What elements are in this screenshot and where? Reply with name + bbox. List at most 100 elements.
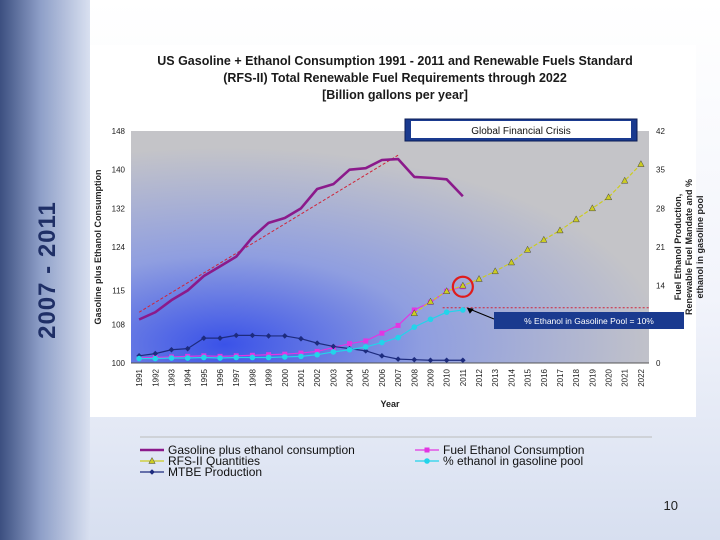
y-tick-left-label: 108 — [112, 320, 126, 329]
x-tick-label: 1995 — [200, 368, 209, 386]
rfs-point — [540, 235, 548, 243]
trend-line — [138, 154, 399, 313]
mtbe-point — [443, 357, 450, 364]
y-tick-right-label: 42 — [656, 127, 665, 136]
x-tick-label: 2014 — [507, 368, 516, 386]
mtbe-point — [281, 333, 288, 339]
chart-title-line2: (RFS-II) Total Renewable Fuel Requiremen… — [223, 71, 567, 85]
x-tick-label: 2019 — [588, 368, 597, 386]
mtbe-point — [411, 356, 418, 363]
x-tick-label: 2011 — [459, 368, 468, 386]
legend-pct-label: % ethanol in gasoline pool — [443, 454, 583, 468]
rfs-point — [588, 204, 596, 212]
rfs-point — [491, 267, 499, 275]
x-tick-label: 2001 — [297, 368, 306, 386]
ethanol-pct-point — [443, 309, 450, 315]
side-band — [0, 0, 90, 540]
x-axis-label: Year — [380, 399, 400, 409]
x-tick-label: 1992 — [151, 368, 160, 386]
x-tick-label: 1999 — [265, 368, 274, 386]
mtbe-point — [217, 335, 223, 341]
slide-number: 10 — [663, 498, 678, 513]
mtbe-point — [298, 335, 304, 342]
x-tick-label: 2008 — [410, 368, 419, 386]
fuel-ethanol-point — [347, 341, 353, 347]
y-tick-left-label: 100 — [112, 359, 126, 368]
mtbe-point — [460, 357, 466, 364]
rfs-point — [523, 245, 532, 253]
ethanol-pct-point — [298, 353, 304, 360]
legend-gasoline-label: Gasoline plus ethanol consumption — [168, 443, 355, 457]
legend-ethanol-marker — [424, 447, 430, 453]
x-tick-label: 1997 — [232, 368, 241, 386]
fuel-ethanol-point — [298, 350, 304, 356]
ethanol-pool-arrow — [468, 308, 495, 320]
mtbe-point — [362, 348, 369, 354]
x-tick-label: 2010 — [443, 368, 452, 386]
ethanol-pct-point — [395, 334, 401, 341]
x-tick-label: 2020 — [605, 368, 614, 386]
x-tick-label: 2018 — [572, 368, 581, 386]
y-axis-label-right-3: ethanol in gasoline pool — [695, 195, 705, 298]
mtbe-point — [395, 356, 401, 362]
mtbe-point — [379, 353, 385, 359]
ethanol-pct-point — [346, 346, 353, 353]
x-tick-label: 2009 — [426, 368, 435, 386]
rfs-point — [475, 275, 483, 282]
rfs-point — [556, 226, 564, 234]
fuel-ethanol-point — [379, 330, 385, 336]
y-tick-left-label: 124 — [112, 243, 126, 252]
x-tick-label: 2022 — [637, 368, 646, 386]
highlight-circle — [451, 275, 474, 298]
mtbe-point — [314, 340, 320, 346]
chart-title-line1: US Gasoline + Ethanol Consumption 1991 -… — [157, 54, 632, 68]
ethanol-pool-label: % Ethanol in Gasoline Pool = 10% — [524, 316, 654, 326]
ethanol-pct-point — [184, 355, 191, 361]
ethanol-pct-point — [330, 349, 337, 355]
ethanol-pct-point — [249, 354, 256, 361]
x-tick-label: 2007 — [394, 368, 403, 386]
x-tick-label: 1994 — [184, 368, 193, 386]
ethanol-pool-arrowhead — [466, 307, 474, 314]
ethanol-pct-point — [265, 354, 272, 361]
x-tick-label: 2017 — [556, 368, 565, 386]
x-tick-label: 2013 — [491, 368, 500, 386]
crisis-box-inner — [411, 121, 631, 138]
y-axis-label-right-2: Renewable Fuel Mandate and % — [684, 179, 694, 315]
mtbe-point — [265, 333, 272, 339]
legend-mtbe-marker — [149, 469, 155, 475]
rfs-point — [410, 309, 418, 317]
y-tick-right-label: 28 — [656, 204, 665, 213]
y-axis-label-right-1: Fuel Ethanol Production, — [673, 194, 683, 301]
ethanol-pct-point — [379, 339, 385, 346]
ethanol-pool-box — [494, 312, 684, 329]
x-tick-label: 1993 — [167, 368, 176, 386]
crisis-label: Global Financial Crisis — [471, 126, 570, 137]
y-tick-left-label: 148 — [112, 127, 126, 136]
y-tick-left-label: 140 — [112, 166, 126, 175]
y-tick-right-label: 35 — [656, 166, 665, 175]
x-tick-label: 2015 — [524, 368, 533, 386]
fuel-ethanol-point — [363, 338, 369, 344]
ethanol-pct-point — [217, 355, 223, 361]
mtbe-point — [233, 332, 240, 339]
y-tick-right-label: 21 — [656, 243, 665, 252]
x-tick-label: 2004 — [346, 368, 355, 386]
x-tick-label: 2002 — [313, 368, 322, 386]
legend-pct-marker — [424, 458, 430, 464]
rfs-point — [637, 160, 645, 167]
y-tick-right-label: 0 — [656, 359, 661, 368]
fuel-ethanol-point — [314, 348, 320, 354]
ethanol-pct-point — [460, 307, 466, 313]
x-tick-label: 1996 — [216, 368, 225, 386]
rfs-point — [426, 297, 435, 305]
y-tick-left-label: 132 — [112, 204, 126, 213]
ethanol-pct-point — [168, 355, 175, 361]
x-tick-label: 2005 — [362, 368, 371, 386]
x-tick-label: 2012 — [475, 368, 484, 386]
ethanol-pct-point — [362, 344, 369, 350]
mtbe-point — [330, 343, 337, 350]
chart-title-line3: [Billion gallons per year] — [322, 88, 468, 102]
ethanol-pct-point — [233, 354, 240, 361]
rfs-point — [572, 215, 580, 223]
